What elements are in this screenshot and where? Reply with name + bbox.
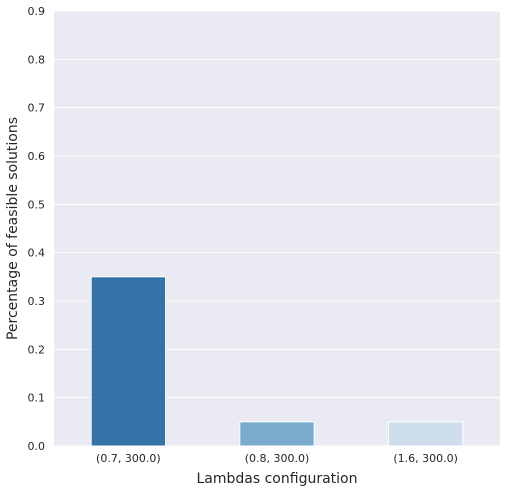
bar bbox=[90, 276, 166, 447]
x-tick-label: (1.6, 300.0) bbox=[393, 452, 458, 465]
y-axis-label: Percentage of feasible solutions bbox=[5, 117, 21, 340]
y-tick-label: 0.5 bbox=[28, 198, 46, 211]
y-tick-label: 0.0 bbox=[28, 440, 46, 453]
x-tick-label: (0.7, 300.0) bbox=[96, 452, 161, 465]
y-tick-label: 0.3 bbox=[28, 295, 46, 308]
y-tick-label: 0.6 bbox=[28, 150, 46, 163]
x-axis-label: Lambdas configuration bbox=[197, 471, 358, 487]
y-tick-labels: 0.0 0.1 0.2 0.3 0.4 0.5 0.6 0.7 0.8 0.9 bbox=[28, 5, 46, 453]
y-tick-label: 0.9 bbox=[28, 5, 46, 18]
bar bbox=[388, 421, 464, 447]
y-tick-label: 0.7 bbox=[28, 102, 46, 115]
y-tick-label: 0.1 bbox=[28, 392, 46, 405]
x-tick-labels: (0.7, 300.0) (0.8, 300.0) (1.6, 300.0) bbox=[96, 452, 458, 465]
y-tick-label: 0.4 bbox=[28, 247, 46, 260]
bars bbox=[90, 276, 464, 447]
y-tick-label: 0.8 bbox=[28, 53, 46, 66]
y-tick-label: 0.2 bbox=[28, 343, 46, 356]
bar bbox=[239, 421, 315, 447]
x-tick-label: (0.8, 300.0) bbox=[245, 452, 310, 465]
